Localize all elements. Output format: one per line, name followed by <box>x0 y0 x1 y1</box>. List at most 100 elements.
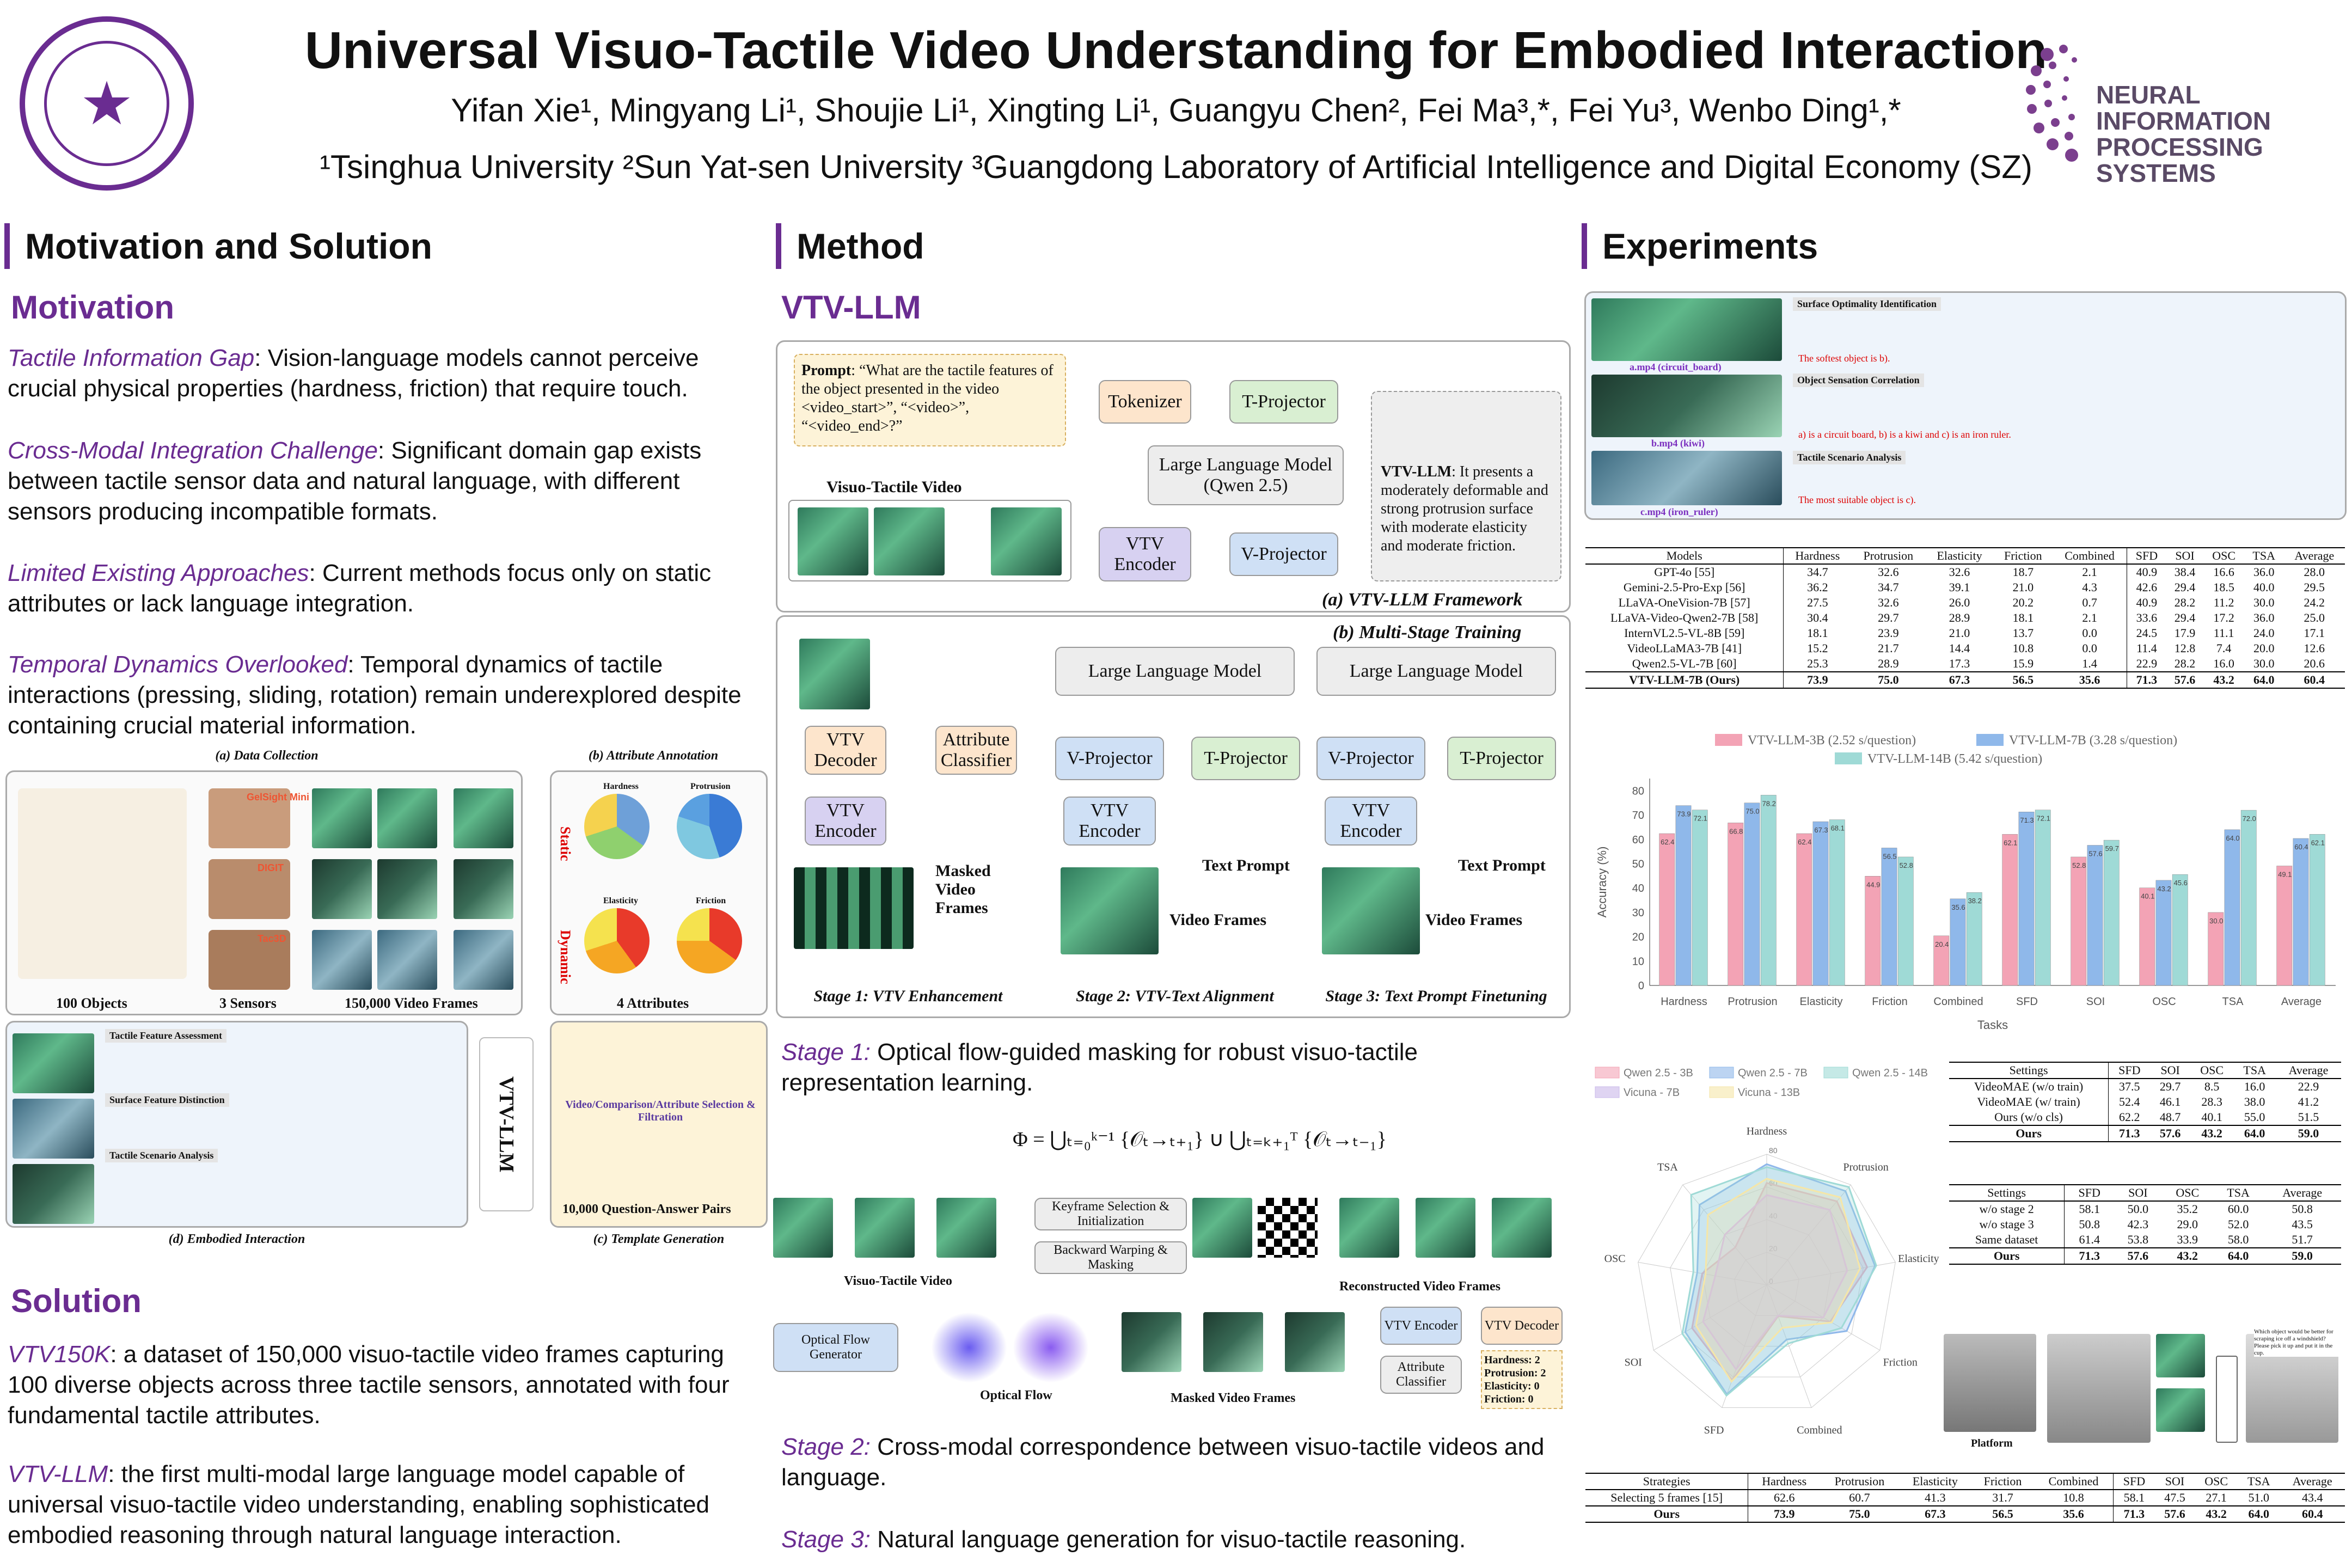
table-cell: 11.2 <box>2213 596 2234 609</box>
pie-label: Elasticity <box>603 896 638 905</box>
legend-swatch <box>1715 734 1742 746</box>
legend-swatch <box>1595 1086 1620 1098</box>
radar-tick-label: 40 <box>1769 1211 1778 1220</box>
y-tick-label: 10 <box>1632 955 1644 967</box>
table-cell: 13.7 <box>2012 626 2034 640</box>
table-cell: 12.8 <box>2174 641 2196 655</box>
pie-elasticity <box>584 908 650 973</box>
m3-text: : Current methods focus only on static a… <box>8 560 712 617</box>
qa-pairs-label: 10,000 Question-Answer Pairs <box>562 1202 731 1216</box>
legend-swatch <box>1595 1067 1620 1079</box>
poster-title: Universal Visuo-Tactile Video Understand… <box>304 21 2048 79</box>
table-cell: 8.5 <box>2204 1080 2220 1093</box>
sensors-label: 3 Sensors <box>219 995 277 1011</box>
table-cell: 25.3 <box>1783 656 1852 672</box>
affiliations: ¹Tsinghua University ²Sun Yat-sen Univer… <box>320 149 2032 185</box>
table-cell: 34.7 <box>1783 564 1852 580</box>
v-projector-stage2: V-Projector <box>1055 737 1164 780</box>
bar <box>2155 880 2172 986</box>
x-tick-label: Elasticity <box>1800 996 1843 1008</box>
radar-grid <box>1670 1186 1864 1377</box>
table-cell: 24.5 <box>2127 626 2166 641</box>
table-cell: 20.6 <box>2304 657 2325 670</box>
bar-value-label: 49.1 <box>2278 870 2292 878</box>
table-cell: Ours <box>1993 1249 2020 1263</box>
table-cell: Selecting 5 frames [15] <box>1610 1491 1723 1504</box>
table-cell: 57.6 <box>2159 1126 2181 1140</box>
bar-value-label: 56.5 <box>1883 852 1896 860</box>
mask-image <box>1258 1198 1318 1258</box>
video-b <box>1591 375 1782 437</box>
radar-axis-label: Combined <box>1797 1424 1842 1436</box>
table-cell: 52.4 <box>2108 1094 2151 1110</box>
motivation-title: Motivation <box>11 289 174 326</box>
pie-label: Hardness <box>603 782 639 791</box>
tsinghua-logo: ★ <box>20 16 194 191</box>
m1-text: : Vision-language models cannot perceive… <box>8 345 699 402</box>
robot-demo-figure: Platform Which object would be better fo… <box>1938 1323 2341 1459</box>
table-cell: 43.5 <box>2292 1217 2313 1231</box>
table-header-cell: Models <box>1666 549 1702 562</box>
optical-flow-image <box>1013 1312 1089 1383</box>
video-frame <box>454 788 513 848</box>
training-caption: (b) Multi-Stage Training <box>1333 622 1522 642</box>
frame-it <box>991 507 1062 575</box>
table-cell: 18.1 <box>1783 626 1852 641</box>
radar-series <box>1681 1166 1877 1397</box>
stage1-lead: Stage 1: <box>781 1039 871 1065</box>
table-cell: 71.3 <box>2064 1248 2115 1264</box>
prompt-label: Prompt <box>801 362 852 379</box>
table-cell: 32.6 <box>1949 565 1970 579</box>
pie-label: Friction <box>696 896 726 905</box>
radar-spoke <box>1766 1284 1812 1408</box>
table-cell: 43.4 <box>2301 1491 2323 1504</box>
table-row: InternVL2.5-VL-8B [59] 18.1 23.9 21.0 13.7 0.… <box>1585 626 2345 641</box>
radar-grid <box>1702 1219 1832 1347</box>
radar-tick-label: 0 <box>1769 1277 1773 1285</box>
table-cell: 51.0 <box>2248 1491 2270 1504</box>
radar-axis-label: Hardness <box>1747 1125 1787 1137</box>
table-cell: 28.0 <box>2304 565 2325 579</box>
optical-flow-image <box>931 1312 1007 1383</box>
bar <box>2103 840 2120 986</box>
qa-title: Surface Optimality Identification <box>1793 297 1941 311</box>
table-header-cell: Average <box>2288 1063 2329 1077</box>
flow-frame <box>855 1198 915 1258</box>
table-row: Same dataset 61.4 53.8 33.9 58.0 51.7 <box>1949 1232 2341 1248</box>
table-cell: 17.2 <box>2213 611 2234 624</box>
m1-lead: Tactile Information Gap <box>8 345 255 371</box>
robot-tactile <box>2156 1334 2205 1377</box>
table-cell: 29.7 <box>2159 1080 2181 1093</box>
table-header-cell: SFD <box>2064 1185 2115 1201</box>
legend-swatch <box>1823 1067 1848 1079</box>
table-cell: Qwen2.5-VL-7B [60] <box>1632 657 1737 670</box>
bar-value-label: 38.2 <box>1968 897 1982 905</box>
table-header-cell: Average <box>2294 549 2335 562</box>
table-cell: 50.0 <box>2127 1202 2149 1216</box>
bar <box>2071 856 2087 986</box>
table-cell: 37.5 <box>2108 1079 2151 1094</box>
reconstructed-label: Reconstructed Video Frames <box>1339 1279 1500 1294</box>
radar-axis-label: Elasticity <box>1898 1253 1939 1265</box>
table-cell: w/o stage 2 <box>1979 1202 2034 1216</box>
task-title: Surface Feature Distinction <box>105 1093 229 1107</box>
table-header-cell: SFD <box>2108 1062 2151 1079</box>
radar-grid <box>1734 1252 1799 1316</box>
video-frame <box>377 859 437 919</box>
table-header-cell: Hardness <box>1783 548 1852 564</box>
author-list: Yifan Xie¹, Mingyang Li¹, Shoujie Li¹, X… <box>451 92 1901 128</box>
table-cell: 20.2 <box>2012 596 2034 609</box>
embodied-interaction-panel: Tactile Feature Assessment Surface Featu… <box>5 1021 468 1228</box>
v-projector-box: V-Projector <box>1229 532 1338 576</box>
sensor-image-3 <box>209 930 290 990</box>
table-cell: 7.4 <box>2216 641 2232 655</box>
section-method: Method <box>776 223 1538 269</box>
vtvllm-vertical-label: VTV-LLM <box>479 1037 534 1211</box>
y-tick-label: 50 <box>1632 858 1644 870</box>
table-cell: 48.7 <box>2159 1110 2181 1124</box>
table-header-cell: Hardness <box>1748 1473 1821 1490</box>
v-projector-stage3: V-Projector <box>1316 737 1425 780</box>
table-header-cell: Elasticity <box>1912 1474 1958 1488</box>
table-cell: w/o stage 3 <box>1979 1217 2034 1231</box>
static-label: Static <box>558 826 573 861</box>
